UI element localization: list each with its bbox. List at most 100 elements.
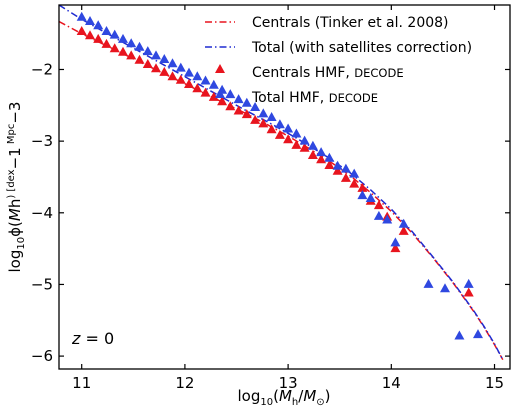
point-centrals-hmf-decode xyxy=(85,30,95,40)
point-centrals-hmf-decode xyxy=(250,114,261,124)
point-total-hmf-decode xyxy=(175,62,186,72)
point-total-hmf-decode xyxy=(208,79,219,89)
point-centrals-hmf-decode xyxy=(192,83,203,93)
point-centrals-hmf-decode xyxy=(200,87,211,97)
point-centrals-hmf-decode xyxy=(258,118,269,128)
point-centrals-hmf-decode xyxy=(184,79,194,88)
point-total-hmf-decode xyxy=(200,75,211,85)
x-axis-label: log10(Mh/M⊙) xyxy=(237,387,330,408)
x-tick-label: 15 xyxy=(485,374,504,392)
legend-item-centrals-hmf: Centrals HMF, DECODE xyxy=(215,64,404,81)
y-tick-label: −3 xyxy=(31,132,53,150)
point-centrals-hmf-decode xyxy=(316,154,327,164)
legend-swatch-total-hmf xyxy=(215,89,225,98)
point-total-hmf-decode xyxy=(274,119,285,129)
point-centrals-hmf-decode xyxy=(463,287,474,297)
point-total-hmf-decode xyxy=(266,112,277,121)
point-total-hmf-decode xyxy=(349,168,360,178)
point-centrals-hmf-decode xyxy=(390,243,401,253)
point-centrals-hmf-decode xyxy=(93,33,104,43)
x-axis-ticks: 11 12 13 14 15 xyxy=(72,5,504,392)
point-centrals-hmf-decode xyxy=(357,182,368,192)
point-total-hmf-decode xyxy=(167,58,178,68)
legend-item-total-correction: Total (with satellites correction) xyxy=(205,40,472,56)
point-centrals-hmf-decode xyxy=(142,59,153,68)
point-total-hmf-decode xyxy=(225,89,236,99)
point-total-hmf-decode xyxy=(390,237,401,247)
redshift-annotation: z = 0 xyxy=(71,329,114,348)
legend-label-total-hmf: Total HMF, DECODE xyxy=(251,90,378,106)
y-tick-label: −4 xyxy=(31,204,53,222)
point-centrals-hmf-decode xyxy=(151,63,161,73)
legend-item-total-hmf: Total HMF, DECODE xyxy=(215,89,378,106)
y-axis-label: log10ϕ(Mh) [dex−1 Mpc−3 xyxy=(6,102,27,273)
point-total-hmf-decode xyxy=(93,20,104,30)
point-centrals-hmf-decode xyxy=(76,26,87,35)
point-total-hmf-decode xyxy=(258,108,269,118)
legend-item-centrals-tinker: Centrals (Tinker et al. 2008) xyxy=(205,15,449,31)
point-total-hmf-decode xyxy=(283,123,294,133)
point-centrals-hmf-decode xyxy=(233,105,244,115)
point-centrals-hmf-decode xyxy=(373,200,384,210)
point-centrals-hmf-decode xyxy=(126,50,137,60)
legend-label-total-correction: Total (with satellites correction) xyxy=(251,40,472,56)
point-centrals-hmf-decode xyxy=(340,172,351,182)
point-total-hmf-decode xyxy=(250,102,261,111)
point-centrals-hmf-decode xyxy=(118,46,128,56)
point-total-hmf-decode xyxy=(109,29,120,39)
point-total-hmf-decode xyxy=(316,147,327,157)
point-centrals-hmf-decode xyxy=(101,38,112,48)
point-total-hmf-decode xyxy=(101,26,112,35)
legend-swatch-centrals-hmf xyxy=(215,64,225,73)
point-centrals-hmf-decode xyxy=(241,109,252,119)
point-total-hmf-decode xyxy=(332,160,343,170)
point-total-hmf-decode xyxy=(76,11,87,21)
point-centrals-hmf-decode xyxy=(134,54,145,64)
plot-frame xyxy=(58,4,511,370)
point-total-hmf-decode xyxy=(373,210,384,220)
x-tick-label: 11 xyxy=(72,374,91,392)
point-centrals-hmf-decode xyxy=(299,142,310,152)
point-centrals-hmf-decode xyxy=(332,165,343,175)
point-total-hmf-decode xyxy=(159,54,170,63)
point-centrals-hmf-decode xyxy=(283,134,294,144)
point-total-hmf-decode xyxy=(365,193,376,202)
point-total-hmf-decode xyxy=(307,140,318,150)
legend-label-centrals-tinker: Centrals (Tinker et al. 2008) xyxy=(252,15,449,31)
point-centrals-hmf-decode xyxy=(175,74,186,84)
point-total-hmf-decode xyxy=(340,163,351,173)
point-total-hmf-decode xyxy=(382,214,393,224)
point-total-hmf-decode xyxy=(423,278,434,288)
x-tick-label: 13 xyxy=(279,374,298,392)
point-total-hmf-decode xyxy=(440,283,450,293)
point-total-hmf-decode xyxy=(291,128,302,138)
point-centrals-hmf-decode xyxy=(109,43,120,53)
point-total-hmf-decode xyxy=(454,330,465,340)
x-tick-label: 14 xyxy=(382,374,401,392)
point-centrals-hmf-decode xyxy=(266,124,277,134)
point-centrals-hmf-decode xyxy=(167,71,178,81)
point-total-hmf-decode xyxy=(463,278,474,288)
point-total-hmf-decode xyxy=(299,135,310,145)
point-total-hmf-decode xyxy=(192,71,203,81)
point-total-hmf-decode xyxy=(118,33,128,43)
point-centrals-hmf-decode xyxy=(274,129,285,139)
series-line-total-with-satellites-correction xyxy=(59,5,504,361)
point-total-hmf-decode xyxy=(233,94,244,104)
plot-area xyxy=(58,4,511,370)
point-centrals-hmf-decode xyxy=(217,96,228,106)
series-layer xyxy=(59,5,504,361)
point-total-hmf-decode xyxy=(357,190,368,200)
point-centrals-hmf-decode xyxy=(324,160,335,169)
point-centrals-hmf-decode xyxy=(159,66,170,76)
point-total-hmf-decode xyxy=(398,218,409,228)
point-total-hmf-decode xyxy=(473,329,483,339)
point-total-hmf-decode xyxy=(324,152,335,162)
y-tick-label: −6 xyxy=(31,347,53,365)
x-tick-label: 12 xyxy=(175,374,194,392)
point-total-hmf-decode xyxy=(134,41,145,51)
point-total-hmf-decode xyxy=(241,97,252,107)
point-centrals-hmf-decode xyxy=(208,91,219,101)
y-axis-ticks: −2 −3 −4 −5 −6 xyxy=(31,60,510,365)
